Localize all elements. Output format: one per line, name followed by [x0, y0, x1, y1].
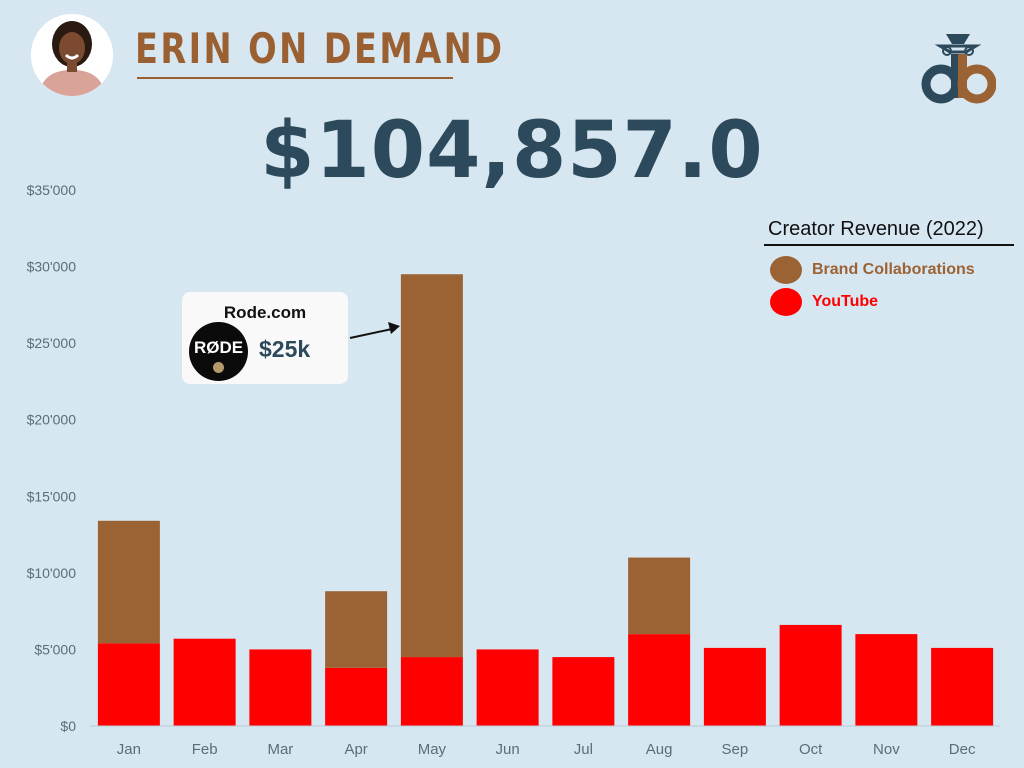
- y-tick-label: $25'000: [27, 335, 77, 351]
- bar-youtube-nov: [855, 634, 918, 726]
- bar-youtube-feb: [173, 638, 236, 726]
- money-bag-icon: [921, 34, 997, 104]
- bar-youtube-apr: [325, 667, 388, 726]
- x-tick-label: Jun: [496, 741, 520, 758]
- y-tick-label: $20'000: [27, 412, 77, 428]
- rode-logo-dot: [213, 362, 224, 373]
- legend-swatch-brand: [770, 256, 802, 284]
- x-tick-label: Dec: [949, 741, 976, 758]
- avatar-image: [31, 14, 113, 96]
- x-tick-label: Nov: [873, 741, 900, 758]
- bar-youtube-aug: [628, 634, 691, 726]
- x-tick-label: Sep: [722, 741, 749, 758]
- y-tick-label: $5'000: [34, 641, 76, 657]
- x-tick-label: Mar: [267, 741, 293, 758]
- bar-youtube-jan: [97, 643, 160, 726]
- legend-item-youtube: YouTube: [770, 287, 878, 317]
- rode-callout: Rode.com RØDE $25k: [182, 292, 348, 384]
- y-tick-label: $0: [60, 718, 76, 734]
- callout-amount: $25k: [259, 336, 311, 362]
- legend-title-underline: [764, 244, 1014, 246]
- callout-arrow: [349, 322, 400, 339]
- bar-youtube-may: [400, 657, 463, 726]
- bar-youtube-jul: [552, 657, 615, 726]
- legend-title: Creator Revenue (2022): [768, 218, 984, 240]
- bar-brand-collaborations-jan: [97, 520, 160, 644]
- db-logo: [920, 28, 997, 104]
- y-tick-label: $15'000: [27, 488, 77, 504]
- legend-label-brand: Brand Collaborations: [812, 261, 975, 278]
- x-tick-label: Jul: [574, 741, 593, 758]
- rode-logo: RØDE: [189, 322, 248, 381]
- brand-title-underline: [137, 77, 453, 79]
- y-tick-label: $10'000: [27, 565, 77, 581]
- x-tick-label: Aug: [646, 741, 673, 758]
- legend-item-brand: Brand Collaborations: [770, 255, 975, 285]
- bar-youtube-jun: [476, 649, 539, 726]
- x-tick-label: Oct: [799, 741, 823, 758]
- x-tick-label: Feb: [192, 741, 218, 758]
- x-tick-label: Jan: [117, 741, 141, 758]
- rode-logo-text: RØDE: [193, 338, 244, 357]
- x-tick-label: May: [418, 741, 447, 758]
- bar-brand-collaborations-aug: [628, 557, 691, 635]
- bar-youtube-dec: [931, 647, 994, 726]
- bar-brand-collaborations-may: [400, 274, 463, 658]
- bar-youtube-mar: [249, 649, 312, 726]
- y-tick-label: $35'000: [27, 182, 77, 198]
- legend-swatch-youtube: [770, 288, 802, 316]
- legend-label-youtube: YouTube: [812, 293, 879, 310]
- total-revenue: $104,857.0: [260, 106, 764, 196]
- x-tick-label: Apr: [344, 741, 367, 758]
- bar-brand-collaborations-apr: [325, 591, 388, 668]
- bar-youtube-oct: [779, 624, 842, 726]
- y-tick-label: $30'000: [27, 259, 77, 275]
- avatar: [31, 14, 113, 96]
- callout-title: Rode.com: [223, 303, 307, 322]
- brand-title: ERIN ON DEMAND: [135, 24, 505, 73]
- bar-youtube-sep: [703, 647, 766, 726]
